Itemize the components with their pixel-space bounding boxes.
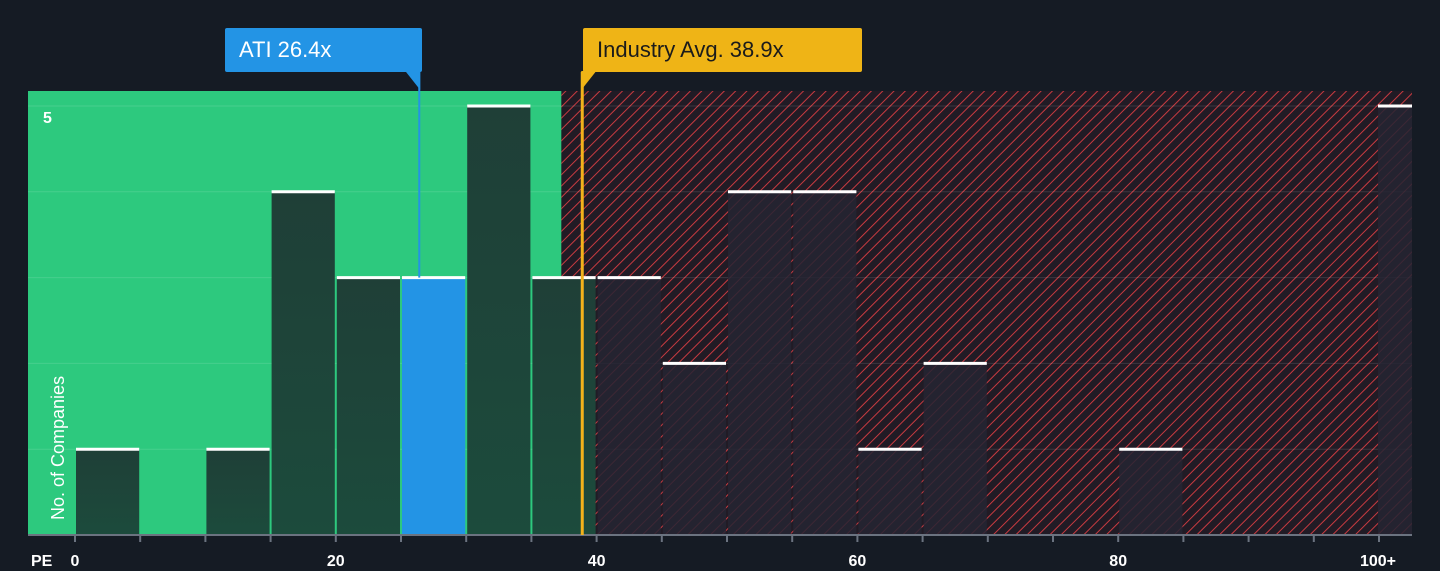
x-tick-label: 20: [326, 553, 345, 570]
histogram-bar: [467, 106, 531, 535]
histogram-bar: [597, 277, 661, 535]
x-axis-prefix: PE: [31, 553, 53, 570]
industry-avg-label: Industry Avg.: [597, 37, 724, 62]
y-axis-title: No. of Companies: [48, 375, 68, 520]
company-pe-value: 26.4x: [277, 37, 332, 62]
x-tick-label: 80: [1109, 553, 1128, 570]
histogram-bar: [1378, 106, 1412, 535]
histogram-bar: [76, 449, 140, 535]
company-pe-callout: ATI 26.4x: [225, 28, 422, 72]
histogram-bar: [858, 449, 922, 535]
x-tick-label: 40: [587, 553, 606, 570]
histogram-bar: [793, 191, 857, 536]
histogram-bar: [1119, 449, 1183, 535]
x-tick-label: 0: [70, 553, 80, 570]
company-callout-pointer: [405, 71, 421, 90]
industry-callout-pointer: [581, 71, 597, 90]
y-axis-max-label: 5: [43, 110, 52, 127]
histogram-bar: [923, 363, 987, 535]
histogram-bar: [271, 191, 335, 536]
histogram-bar: [532, 277, 596, 535]
histogram-bar: [206, 449, 270, 535]
industry-avg-callout: Industry Avg. 38.9x: [583, 28, 862, 72]
company-bar: [402, 277, 466, 535]
histogram-bar: [728, 191, 792, 536]
histogram-bar: [336, 277, 400, 535]
x-tick-label: 60: [848, 553, 867, 570]
histogram-bar: [662, 363, 726, 535]
industry-avg-value: 38.9x: [729, 37, 784, 62]
company-name-label: ATI: [239, 37, 272, 62]
x-tick-label: 100+: [1359, 553, 1397, 570]
